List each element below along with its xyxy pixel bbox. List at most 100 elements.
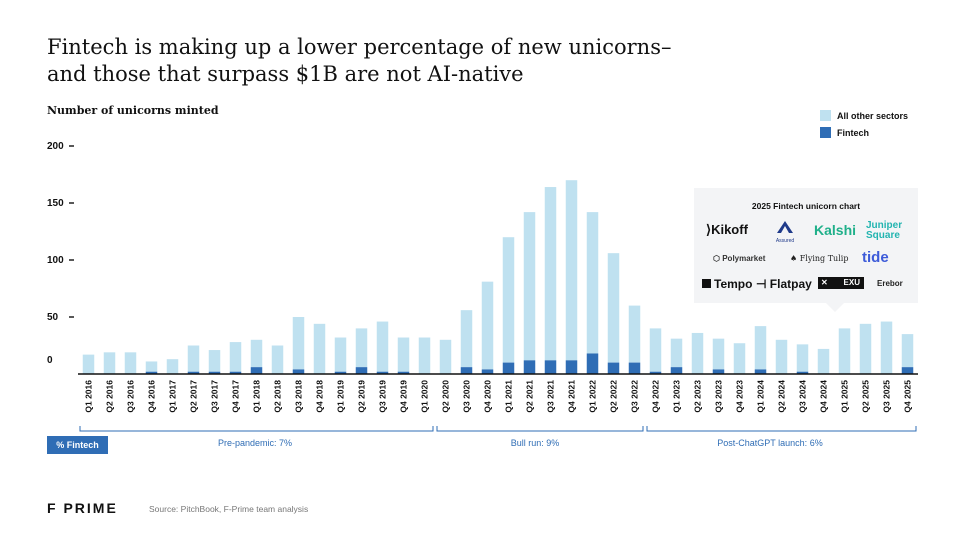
x-tick-label: Q2 2025: [861, 380, 871, 413]
x-tick-label: Q3 2020: [462, 380, 472, 413]
exu-mark-icon: ✕: [821, 278, 828, 287]
x-tick-label: Q3 2021: [546, 380, 556, 413]
y-tick-label: 150: [47, 198, 64, 209]
logo-tempo: Tempo: [702, 277, 752, 291]
logo-flying-tulip-text: Flying Tulip: [799, 254, 849, 263]
x-tick-label: Q4 2018: [315, 380, 325, 413]
bar-other: [691, 332, 704, 374]
x-tick-label: Q1 2024: [756, 380, 766, 413]
bar-fintech: [502, 362, 515, 374]
x-tick-label: Q2 2024: [777, 380, 787, 413]
bar-other: [796, 344, 809, 372]
x-tick-label: Q2 2019: [357, 380, 367, 413]
x-tick-label: Q4 2017: [231, 380, 241, 413]
logo-kalshi: Kalshi: [814, 222, 857, 238]
bar-fintech: [523, 360, 536, 374]
x-tick-label: Q1 2021: [504, 380, 514, 413]
fprime-logo: F PRIME: [47, 500, 118, 516]
bar-fintech: [901, 367, 914, 374]
x-tick-label: Q1 2018: [252, 380, 262, 413]
y-tick-label: 100: [47, 255, 64, 266]
x-tick-label: Q3 2023: [714, 380, 724, 413]
bar-other: [82, 354, 95, 374]
period-value-bull-run: 9%: [546, 438, 560, 448]
x-tick-label: Q2 2017: [189, 380, 199, 413]
bar-other: [292, 317, 305, 370]
x-tick-label: Q4 2024: [819, 380, 829, 413]
bar-fintech: [481, 369, 494, 374]
bar-fintech: [334, 371, 347, 374]
period-value-pre-pandemic: 7%: [279, 438, 293, 448]
logo-kikoff: ⟩Kikoff: [706, 222, 748, 238]
polymarket-mark-icon: ⬡: [713, 254, 723, 263]
bar-fintech: [397, 371, 410, 374]
bar-other: [208, 350, 221, 372]
bar-other: [103, 352, 116, 374]
inset-pointer: [826, 303, 844, 312]
x-tick-label: Q3 2024: [798, 380, 808, 413]
bar-fintech: [628, 362, 641, 374]
x-tick-label: Q3 2016: [126, 380, 136, 413]
bar-other: [733, 343, 746, 374]
x-tick-label: Q3 2025: [882, 380, 892, 413]
bar-other: [271, 345, 284, 374]
bar-chart: 200 150 100 50 0 Q1 2016 Q2 2016 Q3 2016 Q4 2016…: [47, 141, 918, 432]
legend: All other sectors Fintech: [820, 107, 908, 141]
inset-title: 2025 Fintech unicorn chart: [751, 201, 861, 211]
bar-other: [460, 310, 473, 368]
bar-other: [313, 323, 326, 374]
bar-fintech: [712, 369, 725, 374]
x-tick-label: Q4 2025: [903, 380, 913, 413]
bar-other: [607, 253, 620, 363]
y-tick-label: 200: [47, 141, 64, 152]
logo-juniper-square: Juniper Square: [866, 220, 903, 241]
bar-fintech: [229, 371, 242, 374]
bar-other: [859, 323, 872, 374]
x-tick-label: Q4 2021: [567, 380, 577, 413]
bar-other: [586, 212, 599, 354]
x-tick-label: Q2 2021: [525, 380, 535, 413]
logo-polymarket-text: Polymarket: [722, 254, 766, 263]
logo-exu: ✕ EXU: [818, 277, 864, 289]
period-value-post-chatgpt: 6%: [809, 438, 823, 448]
bar-fintech: [187, 371, 200, 374]
bar-other: [712, 338, 725, 370]
x-tick-label: Q3 2017: [210, 380, 220, 413]
period-bracket: [646, 426, 917, 432]
legend-label-fintech: Fintech: [837, 127, 870, 138]
fintech-unicorn-inset: 2025 Fintech unicorn chart ⟩Kikoff Assur…: [694, 188, 918, 303]
x-tick-label: Q1 2025: [840, 380, 850, 413]
period-label-bull-run: Bull run:: [510, 438, 544, 448]
bar-fintech: [649, 371, 662, 374]
x-tick-label: Q1 2017: [168, 380, 178, 413]
bar-other: [418, 337, 431, 374]
flatpay-mark-icon: ⊣: [756, 277, 770, 291]
bar-other: [124, 352, 137, 374]
logo-flatpay: ⊣ Flatpay: [756, 277, 812, 291]
x-tick-label: Q4 2019: [399, 380, 409, 413]
x-tick-label: Q2 2020: [441, 380, 451, 413]
bar-fintech: [586, 353, 599, 374]
y-axis-title: Number of unicorns minted: [47, 104, 219, 117]
x-tick-label: Q2 2018: [273, 380, 283, 413]
bar-fintech: [670, 367, 683, 374]
bar-fintech: [376, 371, 389, 374]
period-bracket: [436, 426, 644, 432]
x-tick-label: Q2 2016: [105, 380, 115, 413]
bar-fintech: [145, 371, 158, 374]
y-tick-label: 0: [47, 355, 53, 366]
logo-kikoff-text: Kikoff: [711, 222, 748, 237]
logo-flatpay-text: Flatpay: [769, 277, 812, 291]
period-bull-run: Bull run: 9%: [460, 438, 610, 448]
x-tick-label: Q3 2019: [378, 380, 388, 413]
x-tick-label: Q1 2022: [588, 380, 598, 413]
legend-item-fintech: Fintech: [820, 124, 908, 141]
period-pre-pandemic: Pre-pandemic: 7%: [150, 438, 360, 448]
bar-other: [880, 321, 893, 374]
bar-other: [565, 180, 578, 361]
logo-tempo-text: Tempo: [714, 277, 753, 291]
legend-swatch-other: [820, 110, 831, 121]
bar-other: [250, 339, 263, 368]
bar-fintech: [208, 371, 221, 374]
x-tick-label: Q3 2022: [630, 380, 640, 413]
